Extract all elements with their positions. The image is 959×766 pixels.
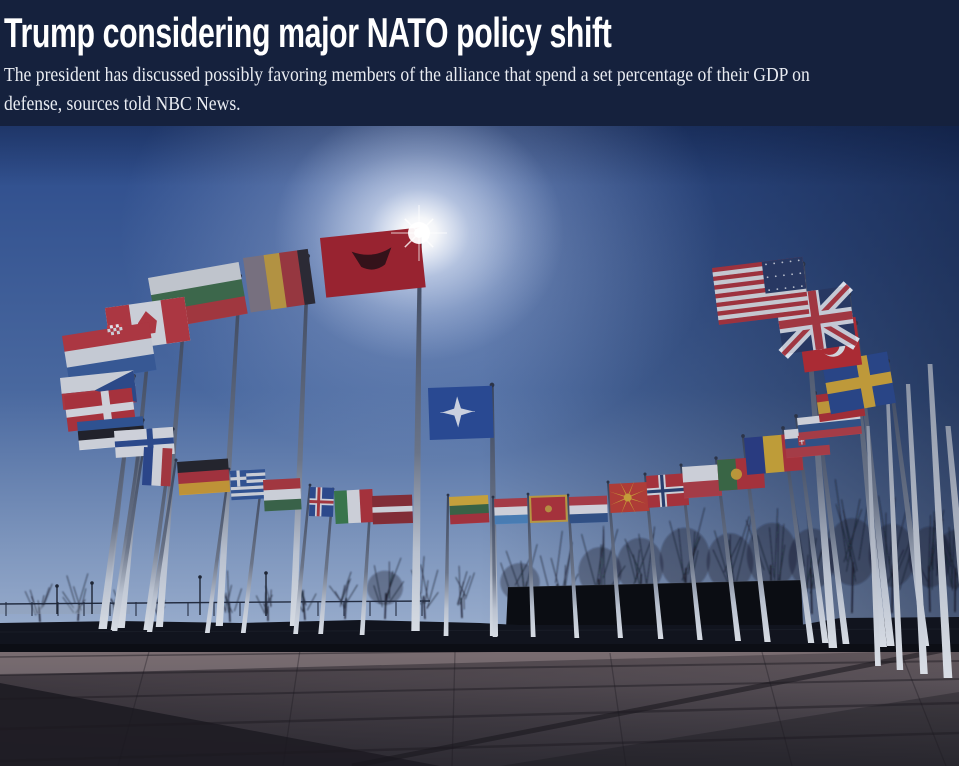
subheadline-line-2: defense, sources told NBC News. <box>4 93 241 115</box>
flag-iceland <box>308 487 334 517</box>
flag-montenegro <box>529 494 568 523</box>
flag-nato <box>428 385 494 440</box>
flag-italy <box>334 488 375 524</box>
subheadline-line-1: The president has discussed possibly fav… <box>4 64 810 86</box>
flag-uk <box>771 281 860 359</box>
flag-luxembourg <box>494 497 528 525</box>
sun <box>391 205 447 261</box>
nato-flags-photo <box>0 126 959 766</box>
flag-belgium <box>243 248 316 313</box>
flag-lithuania <box>449 494 490 525</box>
flag-france <box>142 447 173 487</box>
flag-latvia <box>372 494 413 525</box>
subheadline: The president has discussed possibly fav… <box>4 61 959 119</box>
flag-greece <box>230 469 267 501</box>
flag-norway <box>646 473 690 508</box>
flag-albania <box>320 227 426 298</box>
monument <box>506 580 803 629</box>
article-photo <box>0 126 959 766</box>
flag-usa <box>712 256 810 325</box>
flag-netherlands <box>569 495 608 524</box>
headline: Trump considering major NATO policy shif… <box>4 9 612 56</box>
flag-hungary <box>263 478 302 512</box>
hedge <box>0 617 959 652</box>
flag-germany <box>177 458 231 496</box>
flag-poland <box>682 464 723 499</box>
fence <box>0 571 431 616</box>
flag-north-macedonia <box>609 480 650 515</box>
article-header: Trump considering major NATO policy shif… <box>0 0 959 126</box>
